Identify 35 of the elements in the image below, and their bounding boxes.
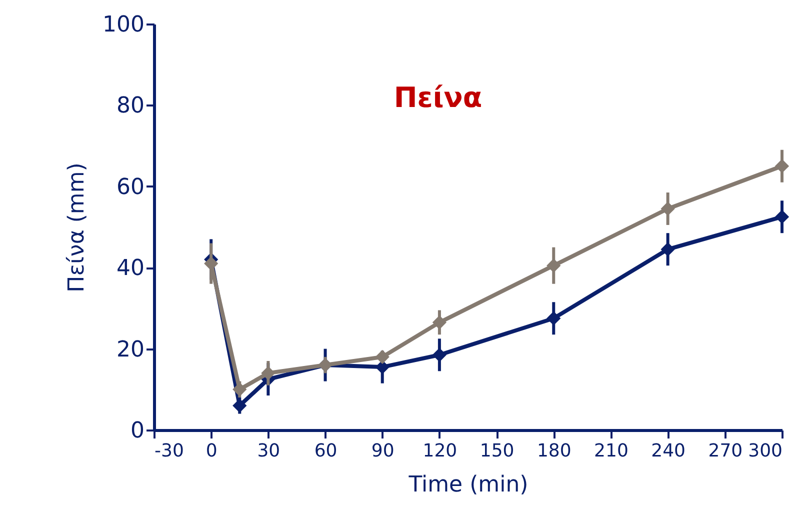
point [546,258,561,273]
point [432,315,447,330]
point [375,360,390,374]
x-tick-label: 60 [314,440,338,462]
y-tick-label: 0 [130,418,144,444]
point [261,366,276,380]
y-axis-title: Πείνα (mm) [64,162,90,292]
point [774,210,790,224]
point [232,398,247,413]
x-tick-label: 0 [206,440,218,462]
x-tick-label: -30 [154,440,184,462]
y-tick-label: 80 [116,94,144,119]
point [432,348,447,362]
x-tick-label: 270 [708,440,743,462]
x-tick-label: 120 [422,440,458,462]
point [375,350,390,364]
y-tick-label: 60 [116,174,144,200]
point [660,202,675,216]
x-tick-label: 210 [594,440,628,462]
x-tick-label: 240 [651,440,686,462]
x-tick-label: 30 [257,440,280,462]
x-tick-label: 180 [536,440,572,462]
point [774,159,790,174]
x-tick-label: 150 [480,440,514,462]
point [232,382,247,396]
x-tick-label: 90 [371,440,394,462]
x-tick-label: 300 [748,440,782,462]
y-tick-label: 40 [116,256,144,282]
point [660,242,675,256]
point [204,256,218,271]
text: Πείνα [394,81,482,114]
y-tick-label: 20 [116,337,144,362]
x-axis-title: Time (min) [408,472,528,498]
point [546,311,561,326]
y-tick-label: 100 [102,12,144,38]
